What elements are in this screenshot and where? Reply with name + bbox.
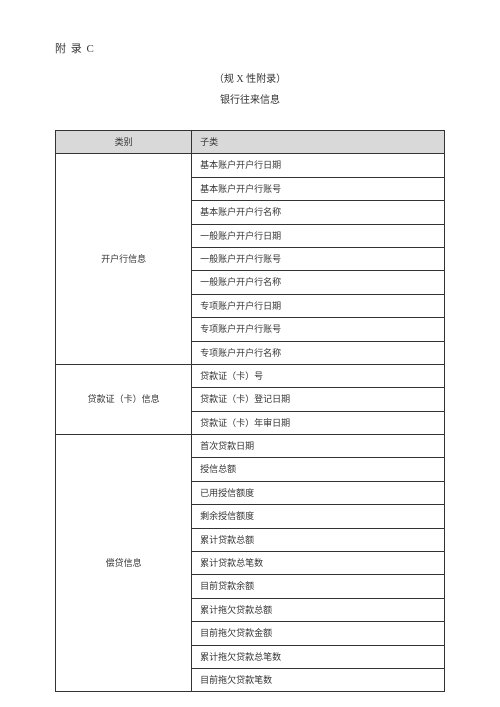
subcategory-cell: 累计贷款总笔数 <box>192 552 445 575</box>
subcategory-cell: 目前拖欠贷款金额 <box>192 622 445 645</box>
appendix-label: 附 录 C <box>55 40 445 56</box>
header-subcategory: 子类 <box>192 131 445 154</box>
subcategory-cell: 一般账户开户行名称 <box>192 271 445 294</box>
table-row: 贷款证（卡）信息贷款证（卡）号 <box>56 364 445 387</box>
subcategory-cell: 累计拖欠贷款总笔数 <box>192 645 445 668</box>
subcategory-cell: 基本账户开户行名称 <box>192 201 445 224</box>
subcategory-cell: 首次贷款日期 <box>192 435 445 458</box>
subcategory-cell: 专项账户开户行日期 <box>192 294 445 317</box>
category-cell: 偿贷信息 <box>56 435 192 692</box>
table-header-row: 类别 子类 <box>56 131 445 154</box>
appendix-subtitle: （规 X 性附录） <box>55 70 445 85</box>
category-cell: 开户行信息 <box>56 154 192 365</box>
category-cell: 贷款证（卡）信息 <box>56 364 192 434</box>
subcategory-cell: 一般账户开户行日期 <box>192 224 445 247</box>
subcategory-cell: 剩余授信额度 <box>192 505 445 528</box>
subcategory-cell: 基本账户开户行日期 <box>192 154 445 177</box>
table-body: 开户行信息基本账户开户行日期基本账户开户行账号基本账户开户行名称一般账户开户行日… <box>56 154 445 692</box>
subcategory-cell: 贷款证（卡）年审日期 <box>192 411 445 434</box>
appendix-main-title: 银行往来信息 <box>55 91 445 106</box>
subcategory-cell: 累计贷款总额 <box>192 528 445 551</box>
header-category: 类别 <box>56 131 192 154</box>
subcategory-cell: 基本账户开户行账号 <box>192 177 445 200</box>
subcategory-cell: 累计拖欠贷款总额 <box>192 598 445 621</box>
subcategory-cell: 目前贷款余额 <box>192 575 445 598</box>
subcategory-cell: 目前拖欠贷款笔数 <box>192 668 445 691</box>
subcategory-cell: 已用授信额度 <box>192 481 445 504</box>
subcategory-cell: 授信总额 <box>192 458 445 481</box>
subcategory-cell: 贷款证（卡）号 <box>192 364 445 387</box>
bank-info-table: 类别 子类 开户行信息基本账户开户行日期基本账户开户行账号基本账户开户行名称一般… <box>55 130 445 692</box>
subcategory-cell: 贷款证（卡）登记日期 <box>192 388 445 411</box>
subcategory-cell: 专项账户开户行账号 <box>192 318 445 341</box>
table-row: 开户行信息基本账户开户行日期 <box>56 154 445 177</box>
subcategory-cell: 专项账户开户行名称 <box>192 341 445 364</box>
table-row: 偿贷信息首次贷款日期 <box>56 435 445 458</box>
subcategory-cell: 一般账户开户行账号 <box>192 247 445 270</box>
